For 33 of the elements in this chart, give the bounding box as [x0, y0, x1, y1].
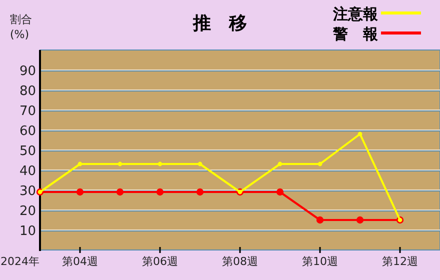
- y-tick-label: 70: [19, 104, 36, 119]
- x-tick-label: 第06週: [142, 255, 178, 268]
- x-tick-label: 第08週: [222, 255, 258, 268]
- y-tick-label: 30: [19, 184, 36, 199]
- point: [76, 188, 84, 196]
- point: [158, 162, 162, 166]
- point: [78, 162, 82, 166]
- chart-title: 推 移: [192, 13, 247, 34]
- y-tick-label: 80: [19, 84, 36, 99]
- y-axis-title: 割合 (%): [10, 13, 32, 41]
- x-tick-label: 第10週: [302, 255, 338, 268]
- legend-label: 警 報: [332, 25, 379, 43]
- point: [358, 132, 362, 136]
- legend-label: 注意報: [332, 5, 379, 23]
- x-axis-title: 2024年: [0, 255, 40, 268]
- point: [276, 188, 284, 196]
- point: [198, 162, 202, 166]
- x-tick-label: 第04週: [62, 255, 98, 268]
- point: [116, 188, 124, 196]
- y-tick-label: 90: [19, 64, 36, 79]
- y-tick-label: 10: [19, 224, 36, 239]
- x-tick-label: 第12週: [382, 255, 418, 268]
- y-tick-label: 40: [19, 164, 36, 179]
- point: [316, 216, 324, 224]
- point: [356, 216, 364, 224]
- point: [156, 188, 164, 196]
- y-tick-label: 20: [19, 204, 36, 219]
- point: [318, 162, 322, 166]
- point: [278, 162, 282, 166]
- y-tick-label: 50: [19, 144, 36, 159]
- point: [196, 188, 204, 196]
- y-tick-label: 60: [19, 124, 36, 139]
- point: [118, 162, 122, 166]
